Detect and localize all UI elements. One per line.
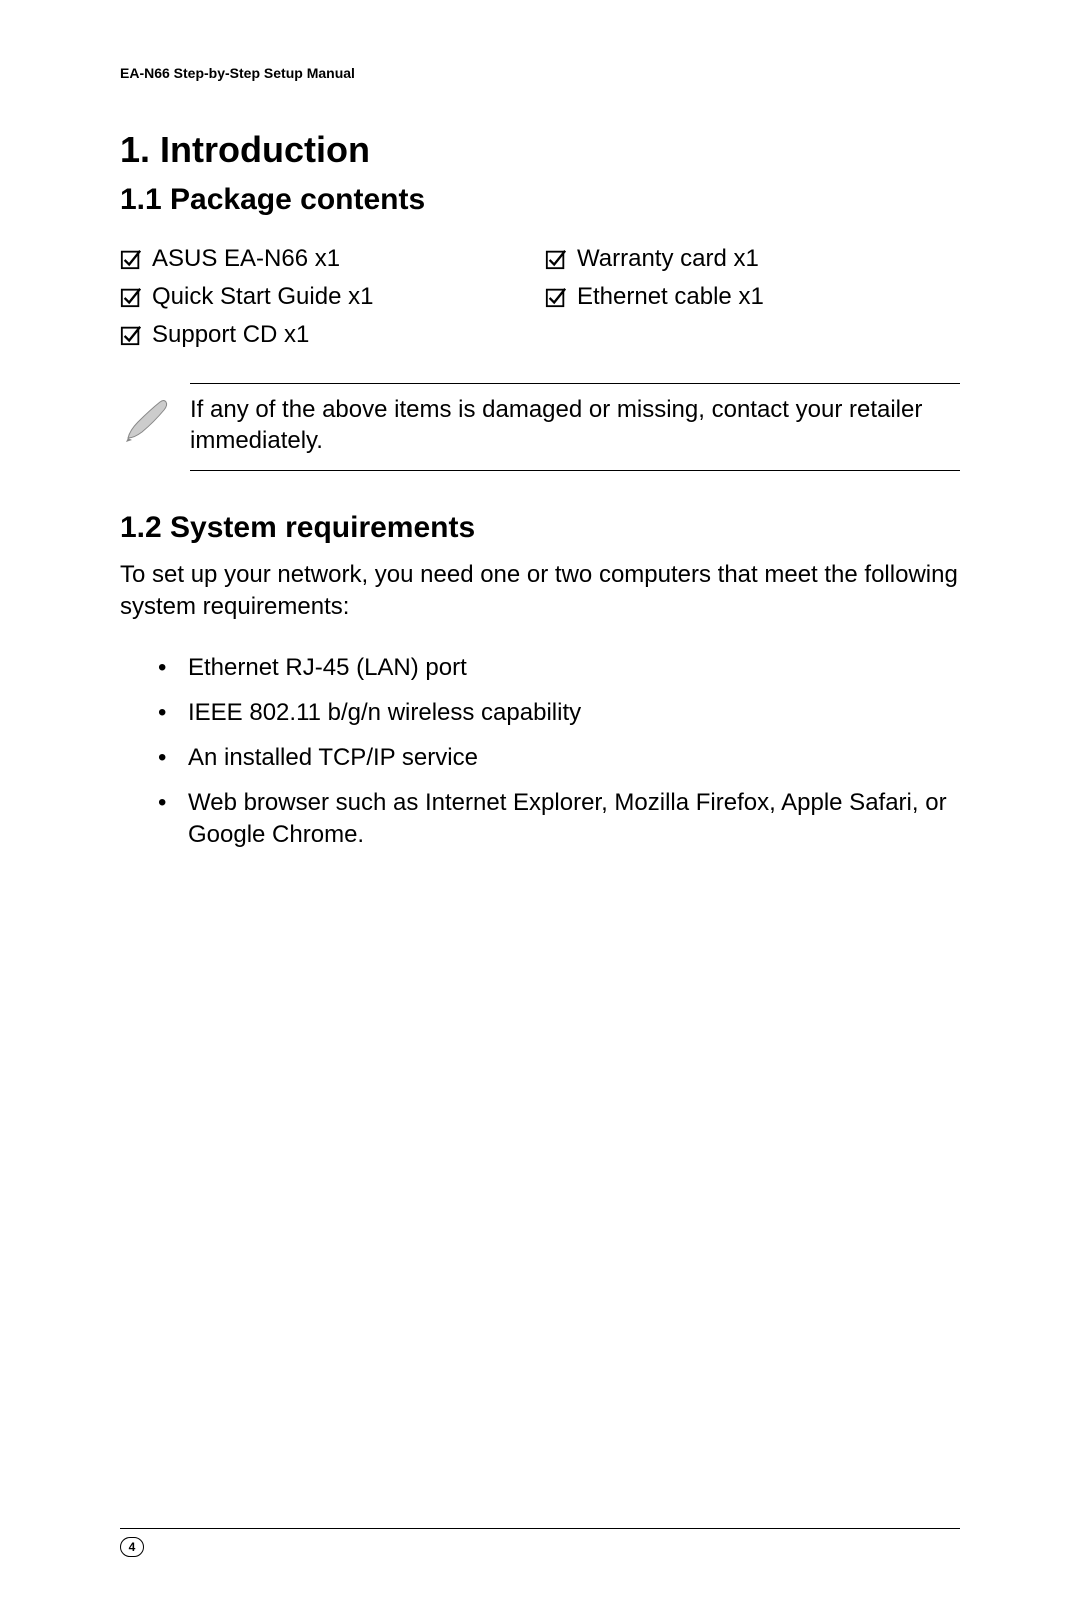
checkbox-checked-icon <box>120 324 142 346</box>
subsection-1-title: 1.1 Package contents <box>120 183 960 217</box>
note-pen-icon <box>120 394 172 446</box>
subsection-2-title: 1.2 System requirements <box>120 511 960 545</box>
checkbox-checked-icon <box>545 286 567 308</box>
check-item-label: Quick Start Guide x1 <box>152 283 373 311</box>
system-req-list: Ethernet RJ-45 (LAN) port IEEE 802.11 b/… <box>120 652 960 850</box>
check-item: Ethernet cable x1 <box>545 283 960 311</box>
page-footer: 4 <box>120 1528 960 1557</box>
list-item: Ethernet RJ-45 (LAN) port <box>158 652 960 683</box>
list-item: An installed TCP/IP service <box>158 742 960 773</box>
note-block: If any of the above items is damaged or … <box>190 383 960 471</box>
running-header: EA-N66 Step-by-Step Setup Manual <box>120 65 960 81</box>
check-item: Warranty card x1 <box>545 245 960 273</box>
check-item: Quick Start Guide x1 <box>120 283 535 311</box>
checkbox-checked-icon <box>120 286 142 308</box>
check-item-label: Warranty card x1 <box>577 245 759 273</box>
check-item-label: Ethernet cable x1 <box>577 283 764 311</box>
check-item-label: Support CD x1 <box>152 321 309 349</box>
checkbox-checked-icon <box>545 248 567 270</box>
package-contents-list: ASUS EA-N66 x1 Warranty card x1 Quick St… <box>120 245 960 349</box>
list-item: IEEE 802.11 b/g/n wireless capability <box>158 697 960 728</box>
check-item: Support CD x1 <box>120 321 535 349</box>
section-title: 1. Introduction <box>120 129 960 171</box>
check-item: ASUS EA-N66 x1 <box>120 245 535 273</box>
note-text: If any of the above items is damaged or … <box>190 394 960 456</box>
system-req-intro: To set up your network, you need one or … <box>120 559 960 621</box>
check-item-label: ASUS EA-N66 x1 <box>152 245 340 273</box>
list-item: Web browser such as Internet Explorer, M… <box>158 787 960 849</box>
checkbox-checked-icon <box>120 248 142 270</box>
page-number: 4 <box>120 1537 144 1557</box>
